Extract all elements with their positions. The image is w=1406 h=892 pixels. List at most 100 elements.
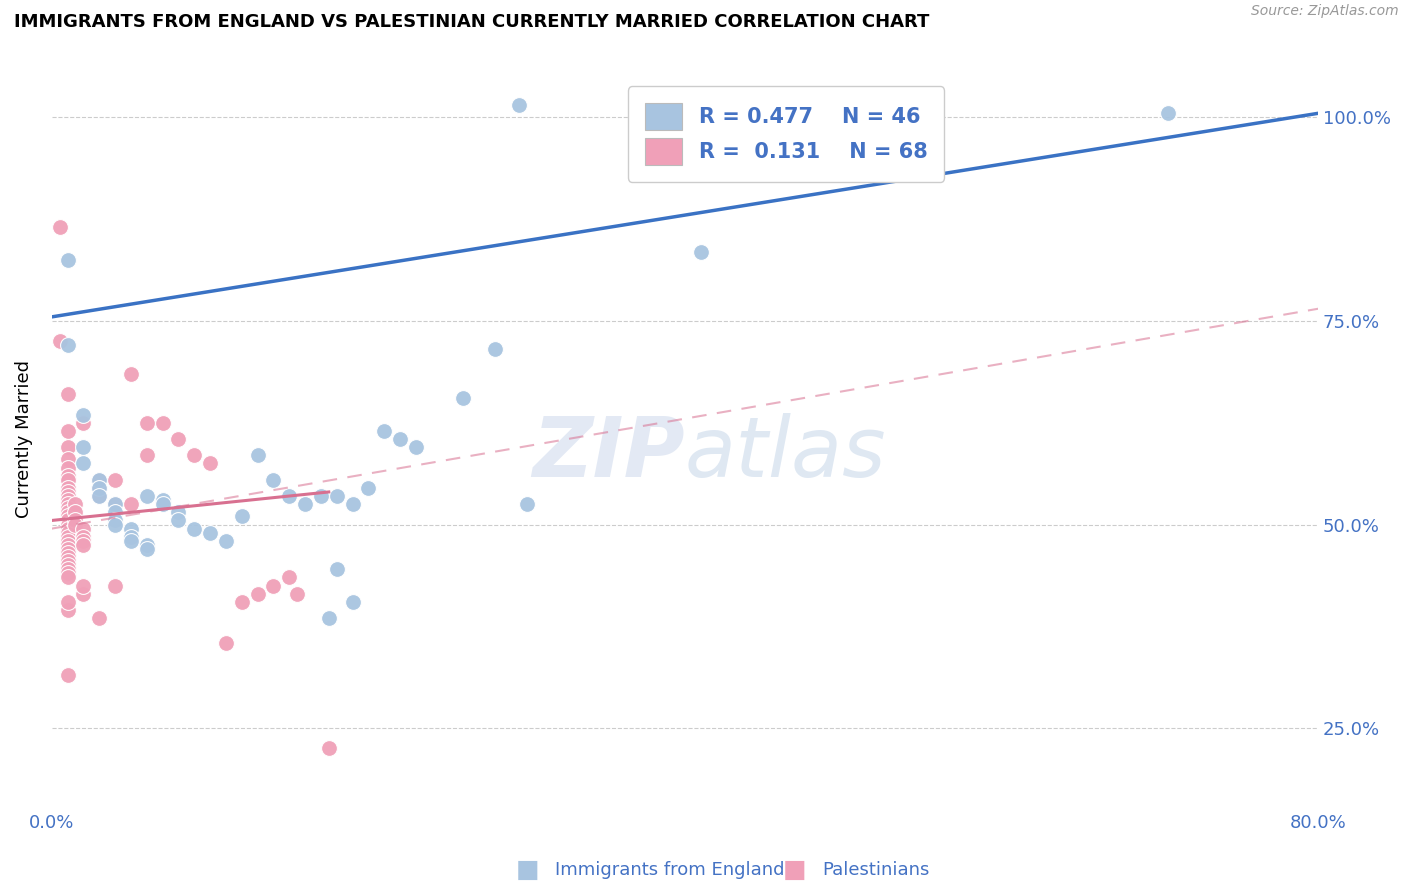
Point [215, 533, 238, 548]
Point [231, 595, 253, 609]
Point [56, 424, 79, 438]
Point [72, 440, 94, 454]
Point [357, 481, 380, 495]
Point [262, 473, 284, 487]
Y-axis label: Currently Married: Currently Married [15, 360, 32, 518]
Point [152, 497, 174, 511]
Point [89, 481, 111, 495]
Point [516, 497, 538, 511]
Point [405, 440, 427, 454]
Point [120, 533, 142, 548]
Point [278, 489, 301, 503]
Point [56, 541, 79, 556]
Point [65, 513, 87, 527]
Point [453, 392, 475, 406]
Point [56, 440, 79, 454]
Text: ZIP: ZIP [533, 413, 685, 494]
Point [152, 493, 174, 508]
Point [183, 448, 205, 462]
Point [152, 416, 174, 430]
Point [342, 595, 364, 609]
Point [56, 546, 79, 560]
Point [56, 468, 79, 483]
Point [278, 570, 301, 584]
Text: Palestinians: Palestinians [823, 861, 929, 879]
Point [89, 489, 111, 503]
Point [72, 579, 94, 593]
Point [72, 587, 94, 601]
Point [120, 530, 142, 544]
Point [325, 489, 347, 503]
Point [104, 497, 127, 511]
Point [56, 668, 79, 682]
Point [56, 485, 79, 500]
Text: ■: ■ [516, 858, 538, 881]
Point [56, 513, 79, 527]
Point [318, 741, 340, 756]
Point [56, 530, 79, 544]
Point [48, 220, 70, 235]
Point [135, 416, 157, 430]
Legend: R = 0.477    N = 46, R =  0.131    N = 68: R = 0.477 N = 46, R = 0.131 N = 68 [628, 87, 945, 182]
Point [167, 513, 190, 527]
Point [65, 497, 87, 511]
Point [89, 489, 111, 503]
Point [104, 579, 127, 593]
Point [65, 517, 87, 532]
Point [104, 473, 127, 487]
Point [56, 509, 79, 524]
Point [89, 611, 111, 625]
Point [135, 489, 157, 503]
Point [198, 457, 221, 471]
Point [120, 497, 142, 511]
Text: Source: ZipAtlas.com: Source: ZipAtlas.com [1251, 4, 1399, 19]
Point [104, 497, 127, 511]
Point [104, 513, 127, 527]
Text: ■: ■ [783, 858, 806, 881]
Point [72, 522, 94, 536]
Point [56, 570, 79, 584]
Point [56, 554, 79, 568]
Point [342, 497, 364, 511]
Point [231, 509, 253, 524]
Point [167, 505, 190, 519]
Point [689, 244, 711, 259]
Point [56, 603, 79, 617]
Point [120, 522, 142, 536]
Point [318, 611, 340, 625]
Point [246, 587, 269, 601]
Point [56, 558, 79, 573]
Point [56, 473, 79, 487]
Point [104, 517, 127, 532]
Point [120, 367, 142, 381]
Point [262, 579, 284, 593]
Point [309, 489, 332, 503]
Point [72, 533, 94, 548]
Point [56, 522, 79, 536]
Point [56, 252, 79, 267]
Point [294, 497, 316, 511]
Point [56, 538, 79, 552]
Point [56, 481, 79, 495]
Point [72, 457, 94, 471]
Text: Immigrants from England: Immigrants from England [555, 861, 785, 879]
Point [56, 493, 79, 508]
Point [89, 473, 111, 487]
Point [56, 533, 79, 548]
Point [72, 416, 94, 430]
Point [198, 525, 221, 540]
Point [56, 460, 79, 475]
Point [56, 452, 79, 467]
Point [56, 489, 79, 503]
Point [56, 525, 79, 540]
Point [72, 408, 94, 422]
Point [135, 538, 157, 552]
Point [167, 432, 190, 446]
Point [508, 98, 530, 112]
Point [72, 538, 94, 552]
Point [89, 473, 111, 487]
Point [72, 530, 94, 544]
Point [373, 424, 395, 438]
Point [89, 481, 111, 495]
Point [56, 566, 79, 581]
